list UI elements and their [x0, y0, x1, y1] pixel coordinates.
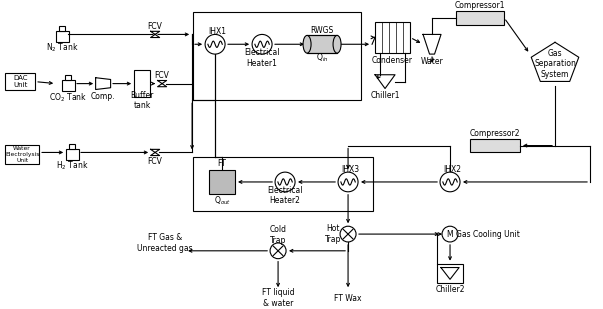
Text: RWGS: RWGS [311, 26, 333, 35]
FancyBboxPatch shape [134, 70, 150, 97]
Text: IHX2: IHX2 [443, 165, 461, 174]
FancyBboxPatch shape [69, 144, 75, 149]
FancyBboxPatch shape [59, 26, 65, 31]
FancyBboxPatch shape [62, 80, 75, 91]
Text: FT Wax: FT Wax [334, 294, 362, 303]
Ellipse shape [303, 36, 311, 53]
Polygon shape [96, 78, 110, 90]
Text: Gas Cooling Unit: Gas Cooling Unit [456, 230, 520, 239]
FancyBboxPatch shape [456, 11, 504, 25]
Text: FT: FT [218, 159, 227, 168]
Text: FCV: FCV [154, 71, 169, 80]
Circle shape [205, 34, 225, 54]
FancyBboxPatch shape [307, 36, 337, 53]
Text: FCV: FCV [148, 22, 163, 31]
Ellipse shape [333, 36, 341, 53]
Text: Water
Electrolysis
Unit: Water Electrolysis Unit [5, 146, 39, 163]
Circle shape [252, 34, 272, 54]
Text: Electrical
Heater1: Electrical Heater1 [244, 48, 280, 68]
Text: FT Gas &
Unreacted gas: FT Gas & Unreacted gas [137, 233, 193, 253]
Circle shape [340, 226, 356, 242]
Text: N$_2$ Tank: N$_2$ Tank [46, 42, 78, 54]
Polygon shape [157, 81, 166, 87]
Text: Chiller2: Chiller2 [435, 285, 465, 294]
Text: Buffer
tank: Buffer tank [130, 91, 154, 110]
Circle shape [270, 243, 286, 259]
Text: Hot
Trap: Hot Trap [325, 224, 341, 244]
Circle shape [440, 172, 460, 192]
FancyBboxPatch shape [66, 149, 78, 160]
Text: IHX1: IHX1 [208, 27, 226, 36]
Text: Chiller1: Chiller1 [370, 91, 400, 100]
Polygon shape [151, 149, 160, 155]
Text: Compressor1: Compressor1 [455, 2, 505, 11]
Text: Compressor2: Compressor2 [470, 129, 520, 138]
FancyBboxPatch shape [55, 31, 69, 42]
Circle shape [338, 172, 358, 192]
Text: FT liquid
& water: FT liquid & water [262, 288, 294, 308]
Text: Electrical
Heater2: Electrical Heater2 [267, 186, 303, 205]
Polygon shape [151, 31, 160, 37]
FancyBboxPatch shape [437, 264, 463, 283]
Text: Gas
Separation
System: Gas Separation System [534, 49, 576, 79]
Text: Cold
Trap: Cold Trap [270, 225, 286, 245]
FancyBboxPatch shape [193, 157, 373, 211]
Text: Comp.: Comp. [91, 92, 115, 101]
Polygon shape [531, 42, 579, 82]
FancyBboxPatch shape [193, 12, 361, 100]
FancyBboxPatch shape [375, 22, 410, 53]
Text: FCV: FCV [148, 157, 163, 166]
FancyBboxPatch shape [5, 73, 35, 91]
Circle shape [442, 226, 458, 242]
FancyBboxPatch shape [5, 145, 39, 164]
Text: DAC
Unit: DAC Unit [13, 75, 27, 88]
Text: H$_2$ Tank: H$_2$ Tank [56, 160, 89, 172]
Polygon shape [375, 75, 395, 88]
FancyBboxPatch shape [470, 139, 520, 152]
FancyBboxPatch shape [209, 170, 235, 194]
Text: IHX3: IHX3 [341, 165, 359, 174]
Polygon shape [423, 34, 441, 54]
Circle shape [275, 172, 295, 192]
Polygon shape [441, 268, 459, 279]
Text: Q$_{out}$: Q$_{out}$ [213, 194, 230, 207]
Text: CO$_2$ Tank: CO$_2$ Tank [49, 91, 87, 104]
Text: Water: Water [421, 57, 443, 66]
Text: Q$_{in}$: Q$_{in}$ [316, 52, 329, 64]
Text: M: M [447, 230, 453, 239]
Text: Condenser: Condenser [372, 57, 413, 66]
FancyBboxPatch shape [65, 75, 71, 80]
